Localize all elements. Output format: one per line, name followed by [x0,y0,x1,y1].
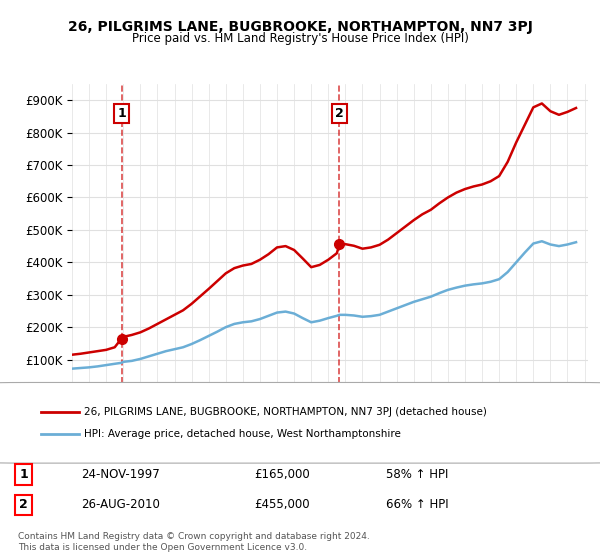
Text: 26, PILGRIMS LANE, BUGBROOKE, NORTHAMPTON, NN7 3PJ: 26, PILGRIMS LANE, BUGBROOKE, NORTHAMPTO… [68,20,532,34]
Text: 1: 1 [117,106,126,120]
Text: 2: 2 [19,498,28,511]
Text: 58% ↑ HPI: 58% ↑ HPI [386,468,449,481]
FancyBboxPatch shape [0,382,600,463]
Text: HPI: Average price, detached house, West Northamptonshire: HPI: Average price, detached house, West… [84,429,401,439]
Text: 26-AUG-2010: 26-AUG-2010 [81,498,160,511]
Text: Price paid vs. HM Land Registry's House Price Index (HPI): Price paid vs. HM Land Registry's House … [131,32,469,45]
Text: £455,000: £455,000 [254,498,310,511]
Text: £165,000: £165,000 [254,468,310,481]
Text: 66% ↑ HPI: 66% ↑ HPI [386,498,449,511]
Text: Contains HM Land Registry data © Crown copyright and database right 2024.
This d: Contains HM Land Registry data © Crown c… [18,533,370,552]
Text: 2: 2 [335,106,344,120]
Text: 24-NOV-1997: 24-NOV-1997 [81,468,160,481]
Text: 1: 1 [19,468,28,481]
Text: 26, PILGRIMS LANE, BUGBROOKE, NORTHAMPTON, NN7 3PJ (detached house): 26, PILGRIMS LANE, BUGBROOKE, NORTHAMPTO… [84,407,487,417]
